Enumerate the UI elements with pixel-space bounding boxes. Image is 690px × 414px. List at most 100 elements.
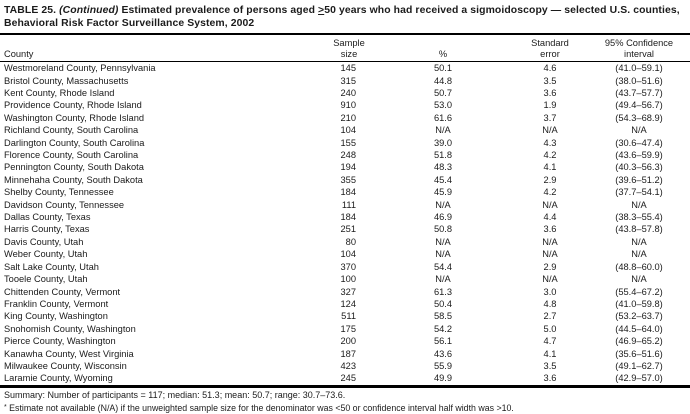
table-row: King County, Washington 511 58.5 2.7 (53.2–6… — [0, 310, 690, 322]
confidence-interval-cell: (43.7–57.7) — [615, 88, 663, 98]
table-title: TABLE 25. (Continued) Estimated prevalen… — [0, 0, 690, 33]
confidence-interval-cell: N/A — [631, 236, 647, 247]
table-row: Davidson County, Tennessee 111 N/A N/A N/A — [0, 199, 690, 211]
percent-cell: N/A — [435, 274, 451, 285]
gte-symbol: > — [318, 5, 325, 16]
column-header-percent: % — [358, 34, 528, 63]
standard-error-cell: 3.5 — [543, 75, 557, 86]
sample-size-cell: 511 — [341, 311, 356, 322]
table-title-label: TABLE 25. — [4, 5, 60, 16]
table-title-text-before: Estimated prevalence of persons aged — [118, 5, 319, 16]
percent-cell: 46.9 — [433, 212, 453, 223]
county-cell: Richland County, South Carolina — [4, 125, 139, 136]
percent-cell: 50.1 — [433, 63, 453, 74]
confidence-interval-cell: (43.6–59.9) — [615, 150, 663, 161]
county-cell: Tooele County, Utah — [4, 274, 88, 285]
table-row: Davis County, Utah 80 N/A N/A N/A — [0, 236, 690, 248]
standard-error-cell: 4.4 — [543, 212, 557, 223]
prevalence-table: County Sample size % Standard error — [0, 33, 690, 388]
percent-cell: N/A — [435, 249, 451, 260]
confidence-interval-cell: (41.0–59.8) — [615, 298, 663, 309]
standard-error-cell: 3.6 — [543, 224, 557, 235]
confidence-interval-cell: (38.0–51.6) — [615, 75, 663, 86]
county-cell: Kanawha County, West Virginia — [4, 348, 134, 359]
table-row: Washington County, Rhode Island 210 61.6 3.… — [0, 112, 690, 124]
confidence-interval-cell: (43.8–57.8) — [615, 224, 663, 235]
confidence-interval-cell: (38.3–55.4) — [615, 212, 663, 223]
confidence-interval-cell: (41.0–59.1) — [615, 63, 663, 74]
county-cell: Franklin County, Vermont — [4, 298, 109, 309]
table-row: Milwaukee County, Wisconsin 423 55.9 3.5 (49… — [0, 360, 690, 372]
percent-cell: N/A — [435, 199, 451, 210]
county-cell: Pennington County, South Dakota — [4, 162, 144, 173]
confidence-interval-cell: (37.7–54.1) — [615, 187, 663, 198]
percent-cell: 54.2 — [433, 323, 453, 334]
column-header-sample-size: Sample size — [300, 34, 365, 63]
county-cell: Laramie County, Wyoming — [4, 373, 113, 384]
table-row: Weber County, Utah 104 N/A N/A N/A — [0, 248, 690, 260]
table-row: Bristol County, Massachusetts 315 44.8 3.5 (… — [0, 75, 690, 87]
standard-error-cell: 3.7 — [543, 112, 557, 123]
confidence-interval-cell: (42.9–57.0) — [615, 373, 663, 384]
sample-size-cell: 111 — [341, 199, 356, 210]
standard-error-cell: 2.9 — [543, 174, 557, 185]
county-cell: Kent County, Rhode Island — [4, 88, 115, 98]
sample-size-cell: 370 — [340, 261, 356, 272]
sample-size-cell: 245 — [340, 373, 356, 384]
standard-error-cell: N/A — [542, 274, 558, 285]
percent-cell: 45.4 — [433, 174, 453, 185]
standard-error-cell: N/A — [542, 249, 558, 260]
sample-size-cell: 155 — [340, 137, 356, 148]
percent-cell: 49.9 — [433, 373, 453, 384]
percent-cell: 58.5 — [433, 311, 453, 322]
table-title-continued: (Continued) — [59, 5, 119, 16]
table-body: Westmoreland County, Pennsylvania 145 50.1… — [0, 62, 690, 387]
table-row: Salt Lake County, Utah 370 54.4 2.9 (48.8–60… — [0, 261, 690, 273]
percent-cell: 44.8 — [433, 75, 453, 86]
table-row: Shelby County, Tennessee 184 45.9 4.2 (37.7–… — [0, 186, 690, 198]
percent-cell: 43.6 — [433, 348, 453, 359]
percent-cell: 50.4 — [433, 298, 453, 309]
sample-size-cell: 315 — [340, 75, 356, 86]
county-cell: Chittenden County, Vermont — [4, 286, 121, 297]
county-cell: Bristol County, Massachusetts — [4, 75, 129, 86]
sample-size-cell: 240 — [340, 88, 356, 98]
sample-size-cell: 200 — [340, 336, 356, 347]
percent-cell: 39.0 — [433, 137, 453, 148]
sample-size-cell: 355 — [340, 174, 356, 185]
county-cell: Pierce County, Washington — [4, 336, 116, 347]
table-row: Pierce County, Washington 200 56.1 4.7 (46.9… — [0, 335, 690, 347]
standard-error-cell: 4.8 — [543, 298, 557, 309]
percent-cell: 50.7 — [433, 88, 453, 98]
table-row: Pennington County, South Dakota 194 48.3 4.… — [0, 161, 690, 173]
county-cell: King County, Washington — [4, 311, 108, 322]
county-cell: Minnehaha County, South Dakota — [4, 174, 143, 185]
sample-size-cell: 248 — [340, 150, 356, 161]
confidence-interval-cell: N/A — [631, 274, 647, 285]
column-header-standard-error: Standard error — [528, 34, 572, 63]
confidence-interval-cell: (53.2–63.7) — [615, 311, 663, 322]
sample-size-cell: 104 — [340, 125, 356, 136]
sample-size-cell: 184 — [340, 187, 356, 198]
standard-error-cell: 4.3 — [543, 137, 557, 148]
county-cell: Davis County, Utah — [4, 236, 84, 247]
table-row: Franklin County, Vermont 124 50.4 4.8 (41.0–… — [0, 298, 690, 310]
table-row: Harris County, Texas 251 50.8 3.6 (43.8–57.8… — [0, 223, 690, 235]
county-cell: Weber County, Utah — [4, 249, 88, 260]
confidence-interval-cell: (44.5–64.0) — [615, 323, 663, 334]
percent-cell: 61.3 — [433, 286, 453, 297]
standard-error-cell: 2.9 — [543, 261, 557, 272]
county-cell: Darlington County, South Carolina — [4, 137, 145, 148]
footnote-text: Estimate not available (N/A) if the unwe… — [6, 402, 514, 413]
standard-error-cell: 1.9 — [543, 100, 557, 111]
confidence-interval-cell: (49.4–56.7) — [615, 100, 663, 111]
table-row: Providence County, Rhode Island 910 53.0 1.… — [0, 99, 690, 111]
sample-size-cell: 175 — [340, 323, 356, 334]
county-cell: Snohomish County, Washington — [4, 323, 136, 334]
standard-error-cell: 4.6 — [543, 63, 557, 74]
confidence-interval-cell: (48.8–60.0) — [615, 261, 663, 272]
confidence-interval-cell: N/A — [631, 199, 647, 210]
sample-size-cell: 910 — [340, 100, 356, 111]
table-row: Laramie County, Wyoming 245 49.9 3.6 (42.9–5… — [0, 372, 690, 386]
county-cell: Salt Lake County, Utah — [4, 261, 99, 272]
